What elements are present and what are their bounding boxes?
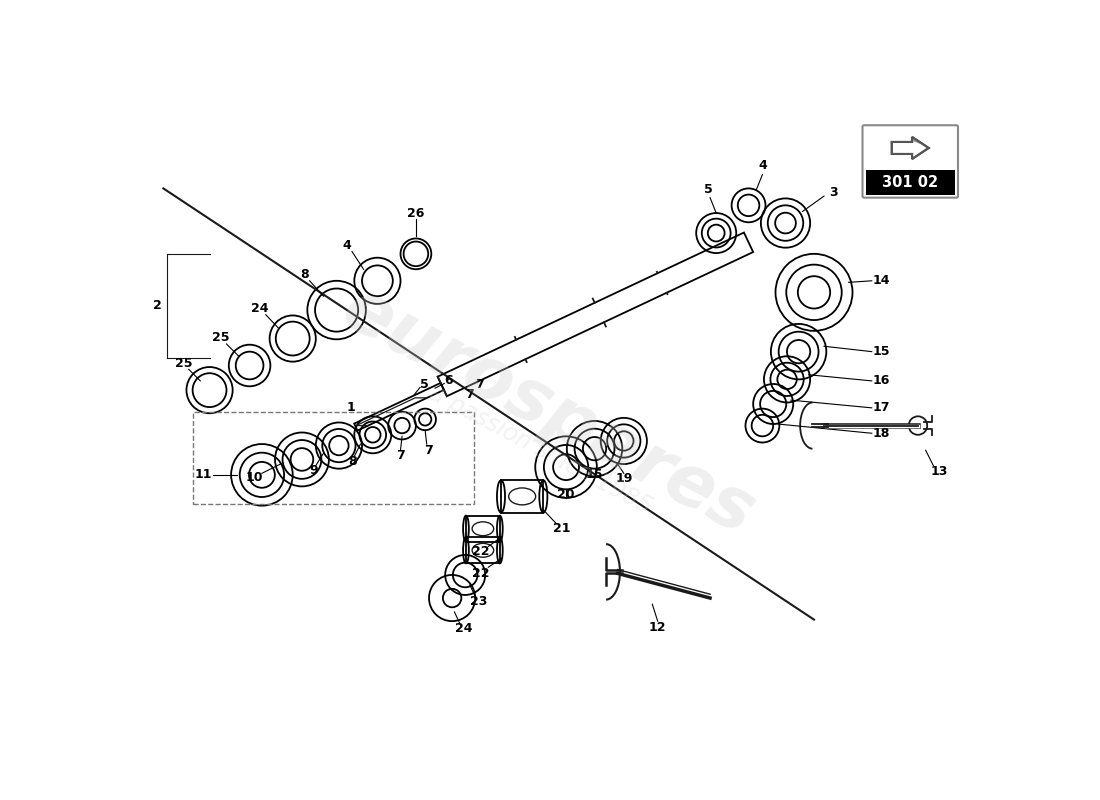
Text: 20: 20 [558, 488, 575, 502]
Polygon shape [912, 137, 930, 159]
Text: 15: 15 [872, 345, 890, 358]
Text: 3: 3 [829, 186, 837, 198]
Text: eurospares: eurospares [330, 274, 767, 550]
Text: 9: 9 [309, 465, 318, 478]
Text: 8: 8 [349, 455, 358, 468]
Text: a passion since 1985: a passion since 1985 [426, 382, 656, 519]
Text: 4: 4 [758, 158, 767, 172]
Bar [192, 412, 474, 504]
Text: 18: 18 [872, 426, 890, 440]
Bar [500, 480, 543, 513]
Text: 7: 7 [424, 444, 432, 457]
Polygon shape [892, 137, 928, 159]
Text: 13: 13 [931, 466, 948, 478]
Text: 16: 16 [872, 374, 890, 387]
Text: 22: 22 [472, 567, 490, 580]
Text: 24: 24 [455, 622, 472, 635]
Text: 8: 8 [300, 268, 309, 281]
Text: 22: 22 [472, 546, 490, 558]
Text: 25: 25 [211, 331, 229, 344]
Text: 2: 2 [153, 299, 162, 312]
Text: 26: 26 [407, 206, 425, 219]
Text: 15: 15 [586, 468, 603, 482]
Bar [866, 170, 955, 194]
Text: 301 02: 301 02 [882, 174, 938, 190]
Text: 10: 10 [245, 470, 263, 484]
Text: 17: 17 [872, 402, 890, 414]
Text: 23: 23 [471, 595, 487, 608]
Bar [466, 538, 499, 563]
Text: 25: 25 [175, 358, 192, 370]
Text: 7: 7 [465, 388, 474, 402]
Text: 21: 21 [553, 522, 571, 535]
FancyBboxPatch shape [862, 126, 958, 198]
Text: 11: 11 [195, 468, 212, 482]
Text: 12: 12 [649, 621, 667, 634]
Text: 1: 1 [346, 402, 355, 414]
Text: 6: 6 [444, 374, 453, 387]
Text: 4: 4 [342, 239, 351, 252]
Text: 7: 7 [475, 378, 484, 391]
Bar [466, 516, 499, 542]
Text: 7: 7 [396, 449, 405, 462]
Text: 14: 14 [872, 274, 890, 287]
Text: 24: 24 [251, 302, 268, 315]
Text: 5: 5 [420, 378, 429, 390]
Text: 19: 19 [615, 472, 632, 485]
Text: 5: 5 [704, 183, 713, 197]
